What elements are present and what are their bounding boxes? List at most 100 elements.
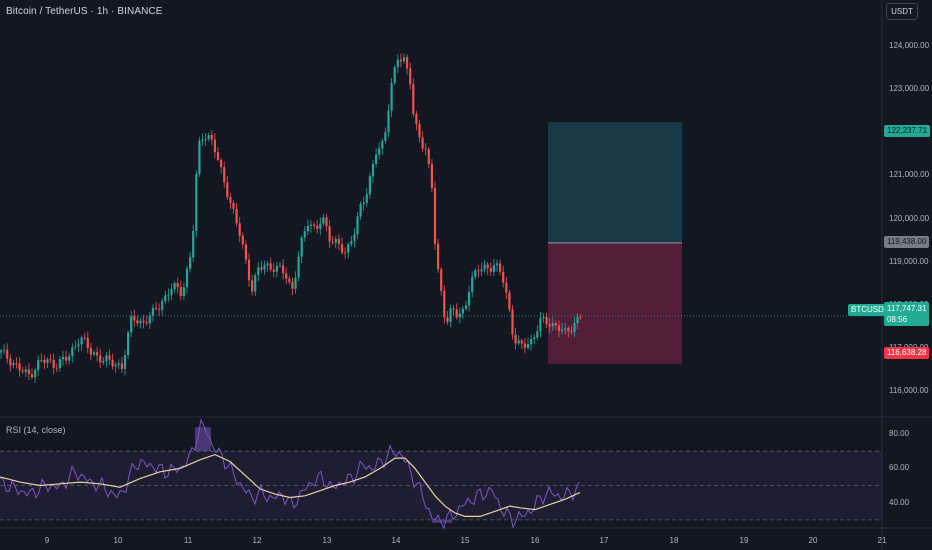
time-tick-label: 16 bbox=[530, 536, 540, 545]
candle-body bbox=[145, 322, 148, 324]
candle-body bbox=[136, 320, 139, 324]
candle-body bbox=[437, 243, 440, 270]
candle-body bbox=[288, 278, 291, 282]
candle-body bbox=[328, 226, 331, 242]
candle-body bbox=[443, 290, 446, 318]
candle-body bbox=[344, 252, 347, 254]
candle-body bbox=[164, 295, 167, 302]
chart-title: Bitcoin / TetherUS · 1h · BINANCE bbox=[6, 6, 163, 17]
candle-body bbox=[359, 204, 362, 217]
candle-body bbox=[89, 347, 92, 355]
candle-body bbox=[120, 363, 123, 369]
candle-body bbox=[486, 264, 489, 269]
candle-body bbox=[499, 263, 502, 272]
candle-body bbox=[384, 132, 387, 141]
candle-body bbox=[77, 344, 80, 347]
candle-body bbox=[495, 263, 499, 266]
candle-body bbox=[182, 287, 185, 297]
candle-body bbox=[27, 369, 30, 375]
candle-body bbox=[297, 256, 300, 278]
candle-body bbox=[427, 149, 430, 165]
candle-body bbox=[260, 267, 263, 270]
candle-body bbox=[40, 360, 43, 361]
candle-body bbox=[92, 352, 96, 355]
candle-body bbox=[49, 359, 52, 361]
candle-body bbox=[235, 208, 238, 224]
candle-body bbox=[117, 363, 120, 365]
candle-body bbox=[313, 224, 316, 226]
candle-body bbox=[6, 349, 9, 359]
candle-body bbox=[561, 329, 564, 331]
candle-body bbox=[266, 263, 269, 266]
candle-body bbox=[52, 359, 55, 368]
candle-body bbox=[306, 225, 309, 232]
candle-body bbox=[192, 230, 195, 258]
candle-body bbox=[263, 265, 266, 270]
candle-body bbox=[421, 137, 424, 149]
time-tick-label: 10 bbox=[113, 536, 123, 545]
candle-body bbox=[68, 356, 71, 361]
candle-body bbox=[158, 309, 161, 310]
candle-body bbox=[161, 301, 164, 310]
candle-body bbox=[322, 217, 325, 224]
time-tick-label: 11 bbox=[183, 536, 193, 545]
rsi-tick-label: 80.00 bbox=[889, 429, 910, 439]
time-tick-label: 17 bbox=[599, 536, 609, 545]
time-tick-label: 21 bbox=[877, 536, 887, 545]
candle-body bbox=[185, 268, 189, 288]
currency-button[interactable]: USDT bbox=[886, 3, 918, 20]
candle-body bbox=[142, 320, 145, 323]
candle-body bbox=[471, 276, 474, 293]
candle-body bbox=[127, 332, 130, 356]
candle-body bbox=[319, 223, 322, 229]
candle-body bbox=[452, 308, 455, 310]
candle-body bbox=[251, 280, 254, 292]
candle-body bbox=[396, 59, 399, 68]
candle-body bbox=[390, 83, 393, 111]
price-tick-label: 116,000.00 bbox=[889, 386, 929, 396]
candle-body bbox=[226, 182, 229, 198]
candle-body bbox=[406, 57, 409, 69]
candle-body bbox=[468, 292, 471, 306]
candle-body bbox=[105, 355, 108, 362]
candle-body bbox=[71, 347, 74, 357]
last-price-value: 117,747.31 bbox=[887, 304, 927, 313]
candle-body bbox=[179, 287, 182, 297]
candle-body bbox=[176, 283, 179, 288]
candle-body bbox=[489, 268, 492, 272]
profit-zone bbox=[548, 122, 682, 243]
candle-body bbox=[61, 356, 65, 360]
candle-body bbox=[514, 334, 517, 344]
candle-body bbox=[334, 238, 337, 243]
candle-body bbox=[449, 308, 452, 323]
candle-body bbox=[111, 359, 114, 367]
candle-body bbox=[557, 325, 561, 331]
candle-body bbox=[43, 360, 46, 363]
candle-body bbox=[123, 355, 127, 369]
candle-body bbox=[523, 343, 526, 348]
rsi-indicator-title[interactable]: RSI (14, close) bbox=[6, 425, 66, 435]
candle-body bbox=[30, 374, 34, 378]
candle-body bbox=[257, 267, 260, 276]
candle-body bbox=[545, 316, 548, 325]
candle-body bbox=[502, 271, 505, 283]
time-tick-label: 9 bbox=[44, 536, 50, 545]
candle-body bbox=[461, 308, 464, 314]
candle-body bbox=[412, 84, 415, 114]
candle-body bbox=[520, 340, 523, 344]
candle-body bbox=[536, 331, 539, 338]
candle-body bbox=[505, 282, 508, 293]
candle-body bbox=[133, 316, 136, 321]
candle-body bbox=[340, 243, 344, 253]
candle-body bbox=[570, 331, 573, 333]
candle-body bbox=[254, 275, 257, 292]
candle-body bbox=[564, 328, 567, 330]
candle-body bbox=[216, 152, 220, 160]
time-tick-label: 12 bbox=[252, 536, 262, 545]
candle-body bbox=[247, 259, 251, 281]
candle-body bbox=[74, 346, 77, 348]
candle-body bbox=[474, 270, 477, 277]
candle-body bbox=[269, 263, 272, 270]
candle-body bbox=[378, 148, 381, 155]
